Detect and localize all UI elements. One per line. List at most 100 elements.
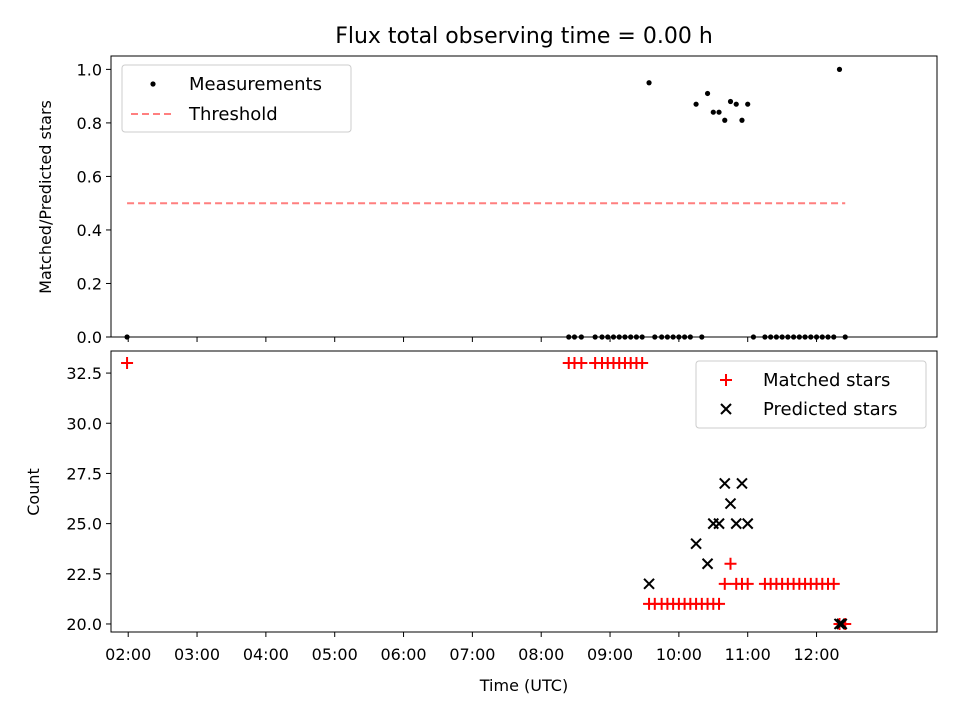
top-y-tick-label-5: 1.0 [77,60,102,79]
measurements-point-28 [733,101,739,107]
legend-label-matched-stars: Matched stars [763,370,890,391]
measurements-point-26 [722,117,728,123]
predicted-stars-point-9 [742,517,754,530]
predicted-stars-point-1 [690,537,702,550]
matched-stars-point-12 [636,357,649,370]
measurements-point-22 [699,334,705,340]
measurements-point-12 [639,334,645,340]
x-tick-label-0: 02:00 [105,645,151,664]
measurements-point-18 [676,334,682,340]
top-plot-marks [124,66,848,340]
measurements-point-35 [779,334,785,340]
matched-stars-point-43 [827,577,840,590]
measurements-point-39 [802,334,808,340]
measurements-point-46 [842,334,848,340]
matched-stars-point-26 [718,577,731,590]
legend-marker-matched-stars [720,374,732,386]
x-tick-label-2: 04:00 [243,645,289,664]
measurements-point-17 [670,334,676,340]
top-y-tick-label-4: 0.8 [77,114,102,133]
matched-stars-point-25 [713,597,726,610]
x-tick-label-4: 06:00 [380,645,426,664]
measurements-point-11 [633,334,640,340]
top-legend-box [121,64,352,133]
measurements-point-19 [682,334,688,340]
x-tick-label-9: 11:00 [725,645,771,664]
measurements-point-5 [599,334,605,340]
x-tick-label-6: 08:00 [518,645,564,664]
bottom-y-tick-label-2: 25.0 [66,515,102,534]
predicted-stars-point-7 [730,517,742,530]
measurements-point-3 [578,334,584,340]
bottom-y-tick-label-4: 30.0 [66,414,102,433]
measurements-point-21 [693,101,699,107]
measurements-point-43 [825,334,831,340]
measurements-point-45 [836,66,843,72]
bottom-legend: Matched stars Predicted stars [695,360,927,429]
measurements-point-15 [659,334,665,340]
measurements-point-38 [796,334,802,340]
x-tick-label-10: 12:00 [793,645,839,664]
matched-stars-point-27 [724,557,737,570]
measurements-point-44 [831,334,837,340]
measurements-point-40 [808,334,814,340]
predicted-stars-point-8 [736,477,748,490]
measurements-point-14 [652,334,658,340]
x-axis-label: Time (UTC) [479,676,568,695]
top-y-ticks: 0.0 0.2 0.4 0.6 0.8 1.0 [77,60,111,347]
matched-stars-point-3 [575,357,588,370]
measurements-point-29 [739,117,745,123]
measurements-point-8 [616,334,622,340]
legend-label-measurements: Measurements [189,74,322,95]
measurements-point-20 [687,334,693,340]
bottom-plot-marks [121,357,852,630]
measurements-point-0 [124,334,130,340]
matched-stars-point-0 [121,357,134,370]
top-legend: Measurements Threshold [121,64,352,133]
measurements-point-36 [785,334,791,340]
predicted-stars-point-0 [643,578,655,590]
measurements-point-33 [768,334,774,340]
bottom-y-axis-label: Count [24,468,43,516]
bottom-axes-frame [110,350,938,633]
measurements-point-4 [592,334,598,340]
predicted-stars-point-6 [724,497,737,510]
legend-label-predicted-stars: Predicted stars [763,399,897,420]
x-tick-label-1: 03:00 [174,645,220,664]
measurements-point-41 [813,334,820,340]
x-tick-label-3: 05:00 [312,645,358,664]
legend-marker-measurements [150,81,156,87]
predicted-stars-point-2 [701,558,714,570]
top-y-tick-label-0: 0.0 [77,328,102,347]
top-y-tick-label-2: 0.4 [77,221,102,240]
legend-label-threshold: Threshold [188,104,278,125]
measurements-point-6 [605,334,611,340]
bottom-y-tick-label-3: 27.5 [66,464,102,483]
measurements-point-2 [571,334,578,340]
measurements-point-16 [664,334,671,340]
top-y-tick-label-1: 0.2 [77,274,102,293]
measurements-point-42 [819,334,825,340]
measurements-point-9 [622,334,628,340]
predicted-stars-point-10 [833,618,846,630]
legend-marker-predicted-stars [720,403,732,415]
measurements-point-7 [610,334,617,340]
x-tick-label-5: 07:00 [449,645,495,664]
x-tick-label-7: 09:00 [587,645,633,664]
measurements-point-25 [716,109,722,115]
bottom-y-ticks: 20.0 22.5 25.0 27.5 30.0 32.5 [66,364,111,634]
bottom-legend-box [695,360,927,429]
bottom-y-tick-label-0: 20.0 [66,615,102,634]
measurements-point-23 [704,90,711,97]
x-tick-label-8: 10:00 [656,645,702,664]
predicted-stars-point-4 [713,517,725,530]
measurements-point-24 [710,109,716,115]
bottom-y-tick-label-1: 22.5 [66,565,102,584]
bottom-y-tick-label-5: 32.5 [66,364,102,383]
predicted-stars-point-5 [719,477,731,490]
matched-stars-point-30 [741,577,754,590]
top-axes-frame [110,55,938,338]
measurements-point-32 [762,334,768,340]
measurements-point-30 [745,101,751,107]
